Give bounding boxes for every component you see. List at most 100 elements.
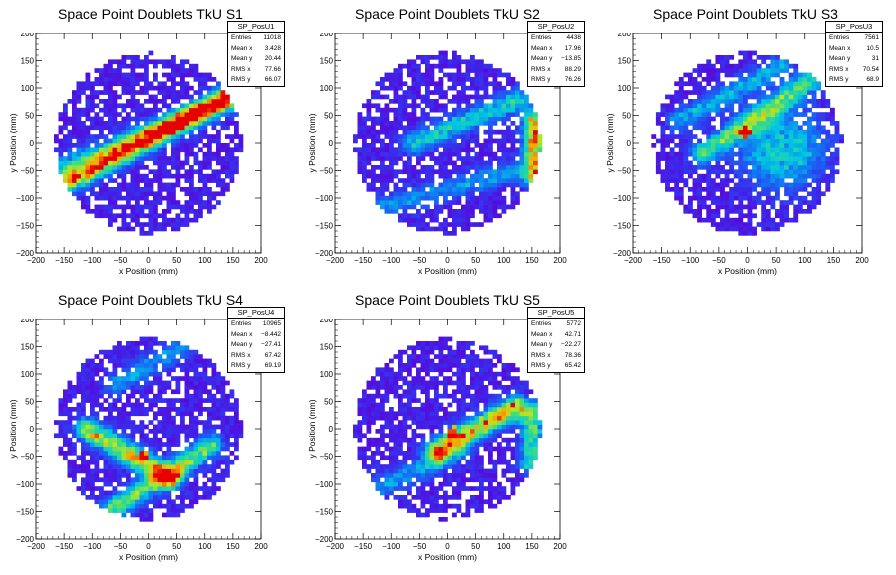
heatmap-bin bbox=[189, 129, 194, 135]
heatmap-bin bbox=[220, 446, 226, 452]
heatmap-bin bbox=[63, 451, 68, 456]
heatmap-bin bbox=[112, 195, 118, 201]
heatmap-bin bbox=[384, 77, 390, 82]
heatmap-bin bbox=[112, 363, 118, 368]
heatmap-bin bbox=[720, 191, 725, 197]
heatmap-bin bbox=[171, 398, 176, 403]
heatmap-bin bbox=[81, 204, 86, 210]
heatmap-bin bbox=[425, 90, 430, 95]
heatmap-bin bbox=[225, 473, 230, 478]
heatmap-bin bbox=[171, 85, 176, 91]
heatmap-bin bbox=[515, 85, 520, 91]
heatmap-bin bbox=[747, 63, 753, 69]
heatmap-bin bbox=[524, 187, 529, 192]
heatmap-bin bbox=[752, 121, 757, 126]
heatmap-bin bbox=[770, 116, 776, 122]
heatmap-bin bbox=[402, 376, 408, 381]
heatmap-bin bbox=[153, 59, 158, 65]
heatmap-bin bbox=[474, 143, 480, 148]
heatmap-bin bbox=[63, 437, 68, 443]
heatmap-bin bbox=[784, 147, 790, 153]
heatmap-bin bbox=[198, 393, 203, 399]
heatmap-bin bbox=[402, 459, 408, 465]
heatmap-bin bbox=[506, 112, 511, 117]
heatmap-bin bbox=[742, 90, 748, 95]
heatmap-bin bbox=[774, 90, 780, 95]
heatmap-bin bbox=[443, 173, 448, 179]
heatmap-bin bbox=[488, 151, 493, 157]
heatmap-bin bbox=[202, 486, 208, 491]
heatmap-bin bbox=[81, 468, 86, 474]
heatmap-bin bbox=[130, 358, 136, 364]
heatmap-bin bbox=[148, 442, 154, 447]
heatmap-bin bbox=[225, 433, 230, 439]
heatmap-bin bbox=[99, 477, 104, 483]
heatmap-bin bbox=[784, 85, 790, 91]
heatmap-bin bbox=[456, 222, 462, 227]
heatmap-bin bbox=[126, 226, 131, 232]
x-tick-label: 100 bbox=[198, 542, 212, 551]
heatmap-bin bbox=[506, 72, 511, 78]
heatmap-bin bbox=[225, 116, 230, 122]
heatmap-bin bbox=[420, 411, 426, 417]
heatmap-bin bbox=[765, 112, 771, 117]
heatmap-bin bbox=[171, 125, 176, 131]
heatmap-bin bbox=[461, 77, 466, 82]
heatmap-bin bbox=[130, 165, 136, 170]
heatmap-bin bbox=[470, 121, 475, 126]
heatmap-bin bbox=[770, 125, 776, 131]
heatmap-bin bbox=[793, 72, 799, 78]
heatmap-bin bbox=[756, 55, 762, 60]
heatmap-bin bbox=[470, 195, 475, 201]
heatmap-bin bbox=[112, 99, 118, 104]
heatmap-bin bbox=[456, 209, 462, 214]
heatmap-bin bbox=[139, 363, 145, 368]
heatmap-bin bbox=[184, 107, 190, 113]
heatmap-bin bbox=[180, 94, 185, 100]
heatmap-bin bbox=[793, 143, 799, 148]
heatmap-bin bbox=[393, 424, 399, 430]
heatmap-bin bbox=[701, 187, 707, 192]
heatmap-bin bbox=[58, 116, 64, 122]
heatmap-bin bbox=[461, 213, 466, 219]
heatmap-bin bbox=[407, 103, 412, 109]
heatmap-bin bbox=[121, 182, 127, 188]
heatmap-bin bbox=[729, 90, 735, 95]
heatmap-bin bbox=[420, 134, 426, 139]
heatmap-bin bbox=[811, 85, 817, 91]
heatmap-bin bbox=[465, 103, 471, 109]
heatmap-bin bbox=[501, 121, 507, 126]
heatmap-bin bbox=[166, 345, 172, 351]
heatmap-bin bbox=[461, 116, 466, 122]
heatmap-bin bbox=[497, 129, 502, 135]
heatmap-bin bbox=[398, 424, 403, 430]
heatmap-bin bbox=[144, 411, 149, 417]
heatmap-bin bbox=[465, 165, 471, 170]
heatmap-bin bbox=[465, 121, 471, 126]
heatmap-bin bbox=[784, 94, 790, 100]
heatmap-bin bbox=[375, 156, 381, 161]
heatmap-bin bbox=[761, 222, 767, 227]
heatmap-bin bbox=[524, 165, 529, 170]
heatmap-bin bbox=[216, 99, 221, 104]
heatmap-bin bbox=[103, 147, 109, 153]
heatmap-bin bbox=[674, 94, 680, 100]
heatmap-bin bbox=[398, 407, 403, 412]
heatmap-bin bbox=[456, 151, 462, 157]
heatmap-bin bbox=[380, 143, 385, 148]
heatmap-bin bbox=[207, 195, 212, 201]
heatmap-bin bbox=[407, 200, 412, 205]
heatmap-bin bbox=[94, 385, 100, 390]
heatmap-bin bbox=[135, 138, 140, 144]
heatmap-bin bbox=[139, 178, 145, 183]
heatmap-bin bbox=[510, 99, 516, 104]
heatmap-bin bbox=[669, 138, 675, 144]
heatmap-bin bbox=[375, 138, 381, 144]
heatmap-bin bbox=[94, 103, 100, 109]
heatmap-bin bbox=[479, 195, 484, 201]
heatmap-bin bbox=[135, 411, 140, 417]
heatmap-bin bbox=[81, 85, 86, 91]
heatmap-bin bbox=[416, 187, 421, 192]
stats-row: RMS y 69.19 bbox=[228, 361, 284, 372]
heatmap-bin bbox=[211, 77, 217, 82]
